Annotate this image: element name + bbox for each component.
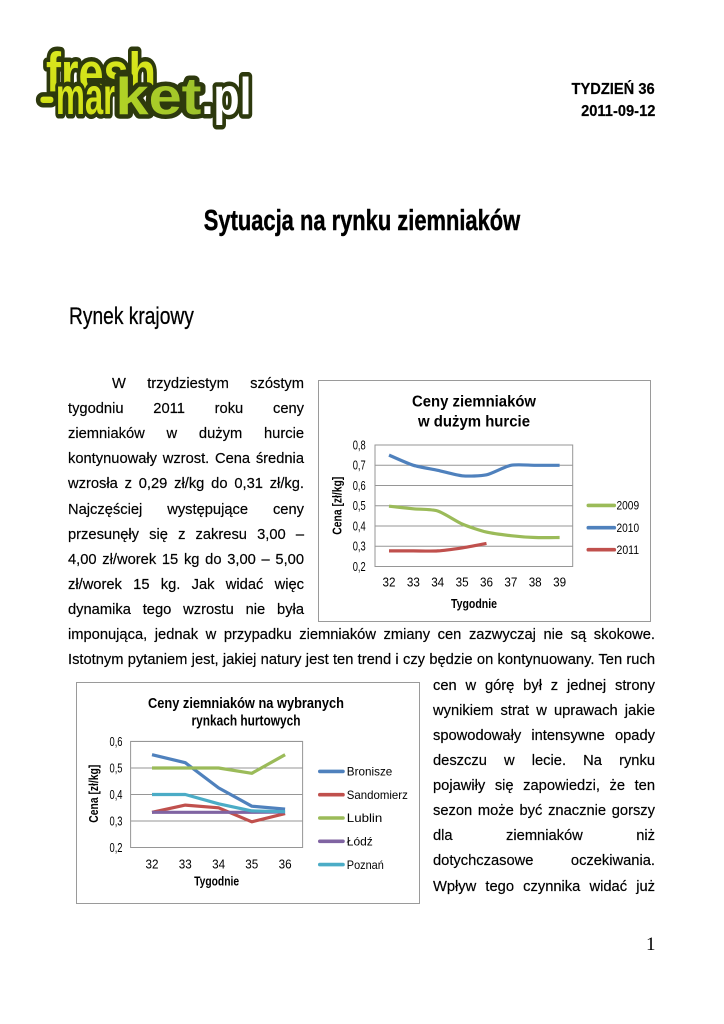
svg-text:0,3: 0,3 [353,540,366,554]
svg-text:0,7: 0,7 [353,459,366,473]
svg-text:Lublin: Lublin [347,811,383,825]
svg-text:35: 35 [456,576,469,590]
svg-text:0,5: 0,5 [110,761,123,775]
svg-text:35: 35 [245,858,258,872]
svg-text:34: 34 [212,858,225,872]
svg-text:36: 36 [480,576,493,590]
svg-text:Tygodnie: Tygodnie [194,874,239,889]
svg-text:Sandomierz: Sandomierz [347,788,408,802]
svg-text:Cena [zł/kg]: Cena [zł/kg] [86,765,101,823]
svg-text:Tygodnie: Tygodnie [451,596,497,611]
svg-text:0,6: 0,6 [353,479,366,493]
svg-text:38: 38 [529,576,542,590]
svg-text:0,6: 0,6 [110,735,123,749]
svg-text:0,2: 0,2 [110,841,123,855]
svg-text:2011: 2011 [617,543,640,557]
svg-text:Cena [zł/kg]: Cena [zł/kg] [330,477,345,535]
svg-text:32: 32 [146,858,159,872]
svg-text:36: 36 [279,858,292,872]
svg-text:0,3: 0,3 [110,814,123,828]
svg-text:ket: ket [116,68,202,126]
svg-text:Łódź: Łódź [347,835,373,849]
svg-text:33: 33 [407,576,420,590]
svg-text:w dużym hurcie: w dużym hurcie [417,414,530,431]
svg-text:32: 32 [383,576,396,590]
svg-text:Poznań: Poznań [347,858,384,872]
svg-text:rynkach hurtowych: rynkach hurtowych [192,714,301,730]
svg-text:2009: 2009 [617,499,640,513]
svg-text:Ceny ziemniaków na wybranych: Ceny ziemniaków na wybranych [148,696,344,712]
svg-text:.pl: .pl [202,68,252,126]
svg-text:33: 33 [179,858,192,872]
svg-text:39: 39 [553,576,566,590]
svg-text:34: 34 [431,576,444,590]
svg-text:0,5: 0,5 [353,499,366,513]
svg-text:0,2: 0,2 [353,560,366,574]
svg-text:fresh: fresh [46,42,156,104]
svg-text:Bronisze: Bronisze [347,765,393,779]
svg-text:0,4: 0,4 [353,519,366,533]
svg-text:0,8: 0,8 [353,438,366,452]
svg-text:Ceny ziemniaków: Ceny ziemniaków [412,393,537,410]
svg-text:mar: mar [56,68,116,126]
svg-text:2010: 2010 [617,521,640,535]
svg-text:37: 37 [504,576,517,590]
svg-text:0,4: 0,4 [110,788,123,802]
